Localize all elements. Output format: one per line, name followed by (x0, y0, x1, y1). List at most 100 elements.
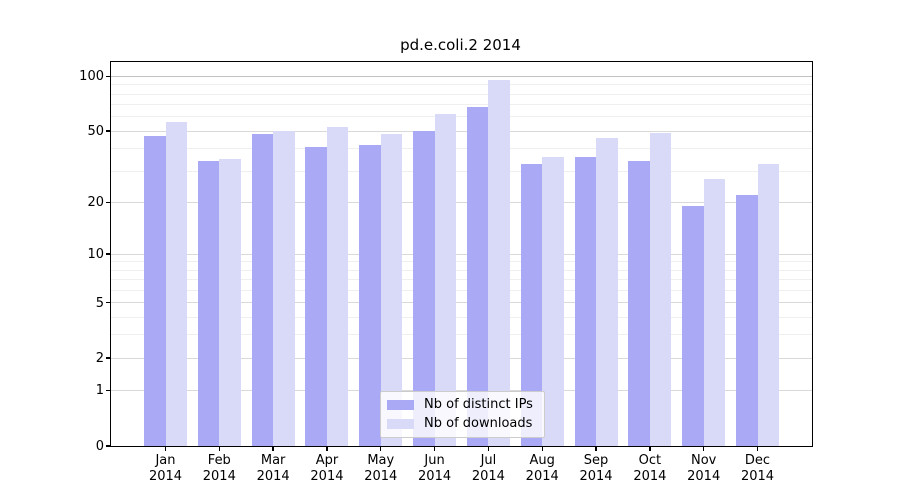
x-tick-year: 2014 (579, 469, 613, 484)
plot-area: 0 1 2 5 10 20 50 100 Jan 2014 Feb 2014 Mar 2014 Apr 201… (79, 61, 813, 484)
x-tick-year: 2014 (740, 469, 775, 484)
x-tick-label: Jan 2014 (136, 453, 196, 485)
x-tick (595, 446, 597, 451)
x-tick-month: Jan (155, 453, 176, 468)
x-tick-year: 2014 (471, 469, 505, 484)
y-gridline-minor (111, 104, 812, 106)
y-tick-label: 5 (95, 295, 104, 311)
y-tick-label: 2 (95, 351, 104, 367)
x-tick (433, 446, 436, 451)
y-tick (106, 389, 111, 392)
x-tick-year: 2014 (687, 469, 721, 484)
bar-downloads-feb (219, 159, 241, 446)
x-tick-year: 2014 (633, 469, 667, 484)
x-tick-label: Dec 2014 (728, 453, 788, 485)
bar-distinct-ips-may (359, 144, 381, 446)
y-tick-label: 10 (87, 247, 104, 262)
y-tick (106, 253, 111, 255)
x-tick-month: May (367, 453, 395, 468)
y-tick (106, 130, 111, 132)
x-tick-label: Mar 2014 (243, 453, 303, 485)
bar-distinct-ips-apr (305, 146, 327, 446)
x-tick-label: Apr 2014 (297, 453, 357, 485)
bar-downloads-jan (165, 122, 187, 446)
bar-distinct-ips-jun (413, 131, 435, 446)
x-tick-year: 2014 (202, 469, 236, 484)
y-gridline-minor (111, 148, 812, 150)
legend-entry-distinct-ips: Nb of distinct IPs (387, 398, 533, 412)
y-tick (106, 445, 111, 447)
legend-entry-downloads: Nb of downloads (387, 417, 533, 431)
x-tick-year: 2014 (525, 469, 559, 484)
y-tick (106, 201, 111, 203)
bar-distinct-ips-dec (736, 194, 758, 446)
x-tick-label: Feb 2014 (189, 453, 249, 485)
legend: Nb of distinct IPs Nb of downloads (380, 391, 545, 438)
y-gridline (111, 130, 812, 132)
bar-downloads-oct (649, 132, 672, 446)
x-tick-label: Aug 2014 (512, 453, 572, 485)
bar-distinct-ips-sep (574, 156, 597, 446)
x-tick-year: 2014 (310, 469, 344, 484)
x-tick-month: Jul (480, 453, 497, 468)
x-tick-label: Sep 2014 (566, 453, 626, 485)
chart-title: pd.e.coli.2 2014 (400, 36, 521, 54)
y-gridline-minor (111, 93, 812, 95)
bar-downloads-may (380, 134, 403, 446)
x-tick (272, 446, 274, 451)
y-gridline-minor (111, 116, 812, 118)
x-tick (541, 446, 543, 451)
x-tick-month: Feb (207, 453, 231, 468)
x-tick (487, 446, 490, 451)
x-tick-month: Oct (638, 453, 662, 468)
bar-distinct-ips-oct (628, 161, 650, 446)
y-tick-label: 1 (95, 383, 104, 399)
bar-downloads-jun (434, 114, 457, 446)
x-tick-month: Dec (744, 453, 771, 468)
bar-distinct-ips-aug (520, 163, 543, 446)
y-tick (106, 357, 111, 359)
x-tick (218, 446, 220, 451)
legend-swatch-distinct-ips (387, 400, 414, 410)
x-tick (756, 446, 759, 451)
x-tick (326, 446, 328, 451)
x-tick-year: 2014 (418, 469, 452, 484)
x-tick (702, 446, 705, 451)
bar-distinct-ips-mar (251, 134, 274, 446)
y-tick-label: 20 (87, 195, 104, 211)
legend-label-downloads: Nb of downloads (424, 416, 533, 431)
x-tick (380, 446, 382, 451)
x-tick-month: Jun (424, 453, 445, 468)
x-tick-year: 2014 (148, 469, 183, 484)
y-tick (106, 75, 111, 78)
y-tick (106, 301, 111, 304)
x-tick (164, 446, 167, 451)
x-tick-label: Jun 2014 (405, 453, 465, 485)
bar-downloads-sep (596, 137, 618, 446)
bar-distinct-ips-feb (197, 161, 220, 446)
x-tick (649, 446, 651, 451)
y-tick-label: 50 (87, 124, 104, 140)
x-tick-year: 2014 (256, 469, 290, 484)
bar-distinct-ips-nov (682, 206, 704, 446)
x-tick-label: May 2014 (351, 453, 411, 485)
legend-swatch-downloads (387, 419, 414, 429)
legend-label-distinct-ips: Nb of distinct IPs (424, 397, 533, 412)
bar-downloads-aug (542, 156, 564, 446)
x-tick-label: Oct 2014 (620, 453, 680, 485)
y-tick-label: 0 (95, 439, 104, 454)
bar-distinct-ips-jan (144, 136, 166, 446)
bar-downloads-jul (488, 79, 510, 446)
bar-downloads-mar (273, 131, 295, 446)
bar-downloads-nov (703, 179, 726, 446)
bar-downloads-dec (757, 163, 779, 446)
x-tick-month: Nov (690, 453, 717, 468)
y-gridline-minor (111, 84, 812, 86)
x-tick-label: Nov 2014 (674, 453, 734, 485)
y-tick-label: 100 (79, 69, 104, 85)
bar-downloads-apr (326, 126, 349, 446)
x-tick-year: 2014 (364, 469, 398, 484)
x-tick-month: Aug (529, 453, 555, 468)
x-tick-label: Jul 2014 (458, 453, 518, 485)
